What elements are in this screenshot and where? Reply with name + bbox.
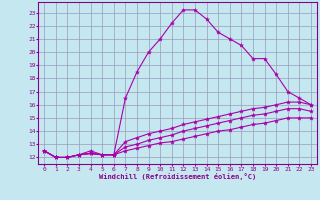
X-axis label: Windchill (Refroidissement éolien,°C): Windchill (Refroidissement éolien,°C) [99, 173, 256, 180]
